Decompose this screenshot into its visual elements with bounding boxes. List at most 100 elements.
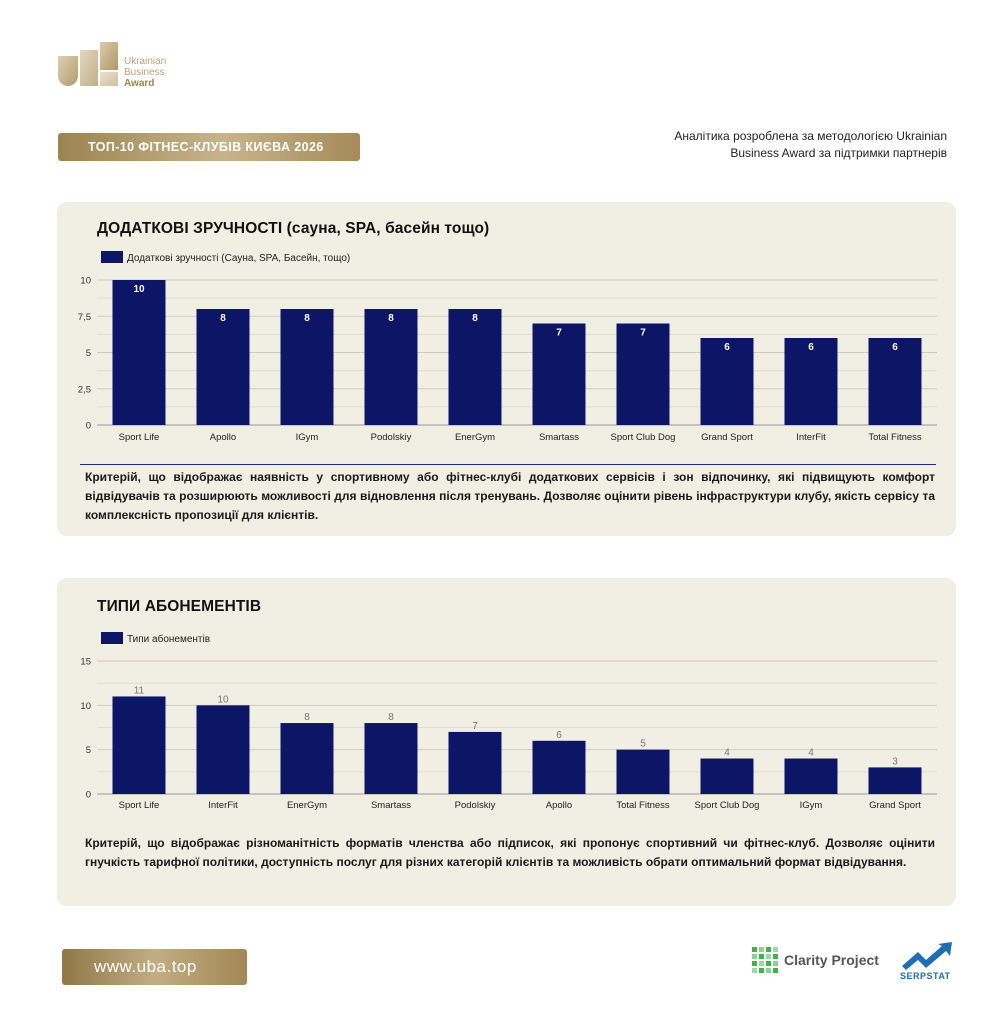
logo-line-2: Business: [124, 67, 165, 78]
bar: [112, 696, 166, 794]
logo-text: Ukrainian Business Award: [124, 56, 166, 89]
data-label: 8: [472, 313, 478, 324]
x-tick-label: Total Fitness: [868, 432, 922, 443]
x-tick-label: Sport Club Dog: [695, 800, 760, 811]
serpstat-logo: SERPSTAT: [898, 940, 958, 984]
bar: [616, 323, 670, 425]
bar: [112, 280, 166, 425]
clarity-project-logo: Clarity Project: [752, 947, 879, 973]
website-link[interactable]: www.uba.top: [62, 949, 247, 985]
x-tick-label: Sport Life: [119, 800, 160, 811]
data-label: 6: [724, 342, 730, 353]
bar: [616, 749, 670, 794]
report-title: ТОП-10 ФІТНЕС-КЛУБІВ КИЄВА 2026: [88, 140, 324, 154]
y-tick-label: 10: [80, 276, 91, 287]
analytics-note-line-1: Аналітика розроблена за методологією Ukr…: [674, 129, 947, 143]
bar: [532, 740, 586, 794]
bar: [280, 309, 334, 425]
report-title-badge: ТОП-10 ФІТНЕС-КЛУБІВ КИЄВА 2026: [58, 133, 360, 161]
data-label: 8: [220, 313, 226, 324]
x-tick-label: Apollo: [546, 800, 572, 811]
ukrainian-business-award-logo: [58, 42, 118, 86]
x-tick-label: Apollo: [210, 432, 236, 443]
bar: [364, 723, 418, 794]
bar: [196, 705, 250, 794]
data-label: 4: [808, 748, 814, 759]
data-label: 10: [133, 284, 145, 295]
serpstat-chart-icon: [902, 942, 952, 970]
x-tick-label: Grand Sport: [701, 432, 753, 443]
legend-swatch: [101, 632, 123, 644]
data-label: 10: [217, 694, 229, 705]
analytics-note-line-2: Business Award за підтримки партнерів: [730, 146, 947, 160]
bar: [700, 758, 754, 794]
legend-label: Типи абонементів: [127, 633, 210, 645]
x-tick-label: Smartass: [371, 800, 411, 811]
y-tick-label: 0: [86, 790, 91, 801]
y-tick-label: 0: [86, 421, 91, 432]
x-tick-label: EnerGym: [455, 432, 495, 443]
x-tick-label: Total Fitness: [616, 800, 670, 811]
data-label: 7: [640, 328, 646, 339]
y-tick-label: 2,5: [78, 384, 91, 395]
legend-swatch: [101, 251, 123, 263]
bar: [364, 309, 418, 425]
bar: [868, 767, 922, 794]
data-label: 8: [304, 712, 310, 723]
amenities-chart: 0 2,5 5 7,5 10 Додаткові зручності (Сауна, SP…: [78, 251, 937, 443]
data-label: 5: [640, 739, 646, 750]
bar: [448, 309, 502, 425]
logo-line-1: Ukrainian: [124, 56, 167, 67]
website-url: www.uba.top: [94, 957, 197, 976]
x-tick-label: Grand Sport: [869, 800, 921, 811]
x-tick-label: InterFit: [796, 432, 826, 443]
subscriptions-title: ТИПИ АБОНЕМЕНТІВ: [97, 598, 262, 615]
subscriptions-description: Критерій, що відображає різноманітність …: [85, 836, 935, 869]
data-label: 4: [724, 748, 730, 759]
amenities-title: ДОДАТКОВІ ЗРУЧНОСТІ (сауна, SPA, басейн …: [97, 220, 490, 237]
logo-line-3: Award: [124, 78, 155, 89]
data-label: 8: [304, 313, 310, 324]
amenities-card: ДОДАТКОВІ ЗРУЧНОСТІ (сауна, SPA, басейн …: [57, 202, 956, 536]
subscriptions-chart: 0 5 10 15 Типи абонементів 11 Sport Life 10 Inte…: [80, 632, 937, 811]
data-label: 7: [556, 328, 562, 339]
amenities-description: Критерій, що відображає наявність у спор…: [85, 470, 935, 522]
analytics-note: Аналітика розроблена за методологією Ukr…: [607, 128, 947, 162]
legend-label: Додаткові зручності (Сауна, SPA, Басейн,…: [127, 253, 350, 264]
data-label: 6: [556, 730, 562, 741]
data-label: 8: [388, 712, 394, 723]
x-tick-label: Smartass: [539, 432, 579, 443]
serpstat-label: SERPSTAT: [900, 971, 951, 981]
x-tick-label: IGym: [296, 432, 319, 443]
bar: [532, 323, 586, 425]
x-tick-label: Sport Club Dog: [611, 432, 676, 443]
bar: [784, 338, 838, 425]
y-tick-label: 5: [86, 745, 91, 756]
y-tick-label: 10: [80, 701, 91, 712]
data-label: 11: [134, 685, 145, 696]
x-tick-label: Podolskiy: [455, 800, 496, 811]
x-tick-label: IGym: [800, 800, 823, 811]
clarity-project-label: Clarity Project: [784, 952, 879, 968]
bar: [448, 731, 502, 794]
y-tick-label: 5: [86, 348, 91, 359]
clarity-grid-icon: [752, 947, 778, 973]
bar: [196, 309, 250, 425]
x-tick-label: InterFit: [208, 800, 238, 811]
data-label: 6: [808, 342, 814, 353]
y-tick-label: 7,5: [78, 312, 91, 323]
y-tick-label: 15: [80, 657, 91, 668]
bar: [868, 338, 922, 425]
bar: [280, 723, 334, 794]
bar: [700, 338, 754, 425]
x-tick-label: Podolskiy: [371, 432, 412, 443]
x-tick-label: Sport Life: [119, 432, 160, 443]
data-label: 3: [892, 756, 898, 767]
subscriptions-card: ТИПИ АБОНЕМЕНТІВ 0 5 10 15 Типи абонементів 1…: [57, 578, 956, 906]
amenities-divider: [80, 464, 936, 465]
data-label: 7: [472, 721, 478, 732]
data-label: 8: [388, 313, 394, 324]
x-tick-label: EnerGym: [287, 800, 327, 811]
data-label: 6: [892, 342, 898, 353]
bar: [784, 758, 838, 794]
